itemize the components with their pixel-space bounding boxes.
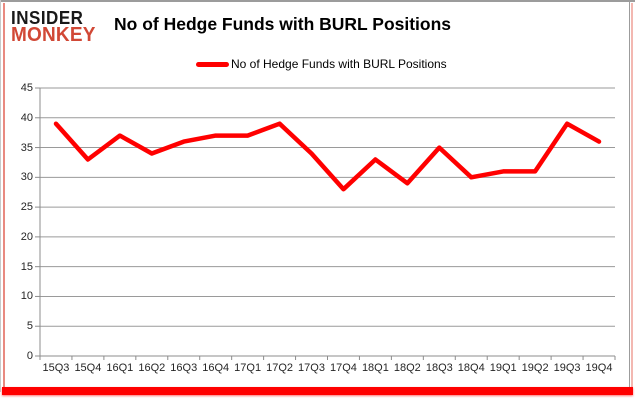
y-tick-label: 35: [20, 141, 33, 154]
x-tick-label: 17Q1: [234, 362, 262, 374]
y-tick-label: 15: [20, 260, 33, 273]
x-tick-label: 18Q2: [393, 362, 421, 374]
y-tick-label: 45: [20, 82, 33, 94]
y-tick-label: 5: [26, 320, 33, 333]
y-tick-label: 10: [20, 290, 33, 303]
y-tick-label: 0: [26, 350, 33, 362]
x-tick-label: 15Q3: [42, 362, 70, 374]
card-border-right-accent: [630, 3, 633, 390]
card-border-left: [0, 0, 1, 392]
legend-label: No of Hedge Funds with BURL Positions: [231, 57, 447, 71]
y-tick-label: 20: [20, 230, 33, 243]
chart-title: No of Hedge Funds with BURL Positions: [114, 14, 452, 34]
logo-insider-text: INSIDER: [11, 7, 84, 29]
x-tick-label: 16Q3: [170, 362, 198, 374]
y-tick-label: 25: [20, 201, 33, 214]
insider-monkey-logo: INSIDER MONKEY: [11, 7, 96, 46]
bottom-red-border: [2, 387, 633, 395]
x-tick-label: 16Q4: [202, 362, 230, 374]
x-tick-label: 19Q2: [521, 362, 549, 374]
x-tick-label: 17Q3: [298, 362, 325, 374]
y-tick-label: 40: [20, 111, 33, 124]
legend: No of Hedge Funds with BURL Positions: [196, 57, 447, 71]
x-tick-label: 18Q3: [425, 362, 453, 374]
x-tick-label: 15Q4: [74, 362, 102, 374]
x-tick-label: 16Q2: [138, 362, 166, 374]
card-border-top: [0, 0, 635, 2]
x-tick-label: 18Q4: [457, 362, 485, 374]
x-tick-label: 17Q2: [266, 362, 294, 374]
x-tick-label: 18Q1: [361, 362, 389, 374]
legend-line-swatch: [196, 61, 229, 67]
x-tick-label: 16Q1: [106, 362, 134, 374]
x-tick-label: 19Q1: [489, 362, 517, 374]
x-tick-label: 17Q4: [330, 362, 357, 374]
card-border-right: [628, 0, 630, 390]
y-tick-label: 30: [20, 171, 33, 184]
x-tick-label: 19Q3: [553, 362, 581, 374]
x-tick-label: 19Q4: [585, 362, 613, 374]
logo-monkey-text: MONKEY: [11, 23, 96, 46]
card-border-left-accent: [2, 3, 5, 390]
